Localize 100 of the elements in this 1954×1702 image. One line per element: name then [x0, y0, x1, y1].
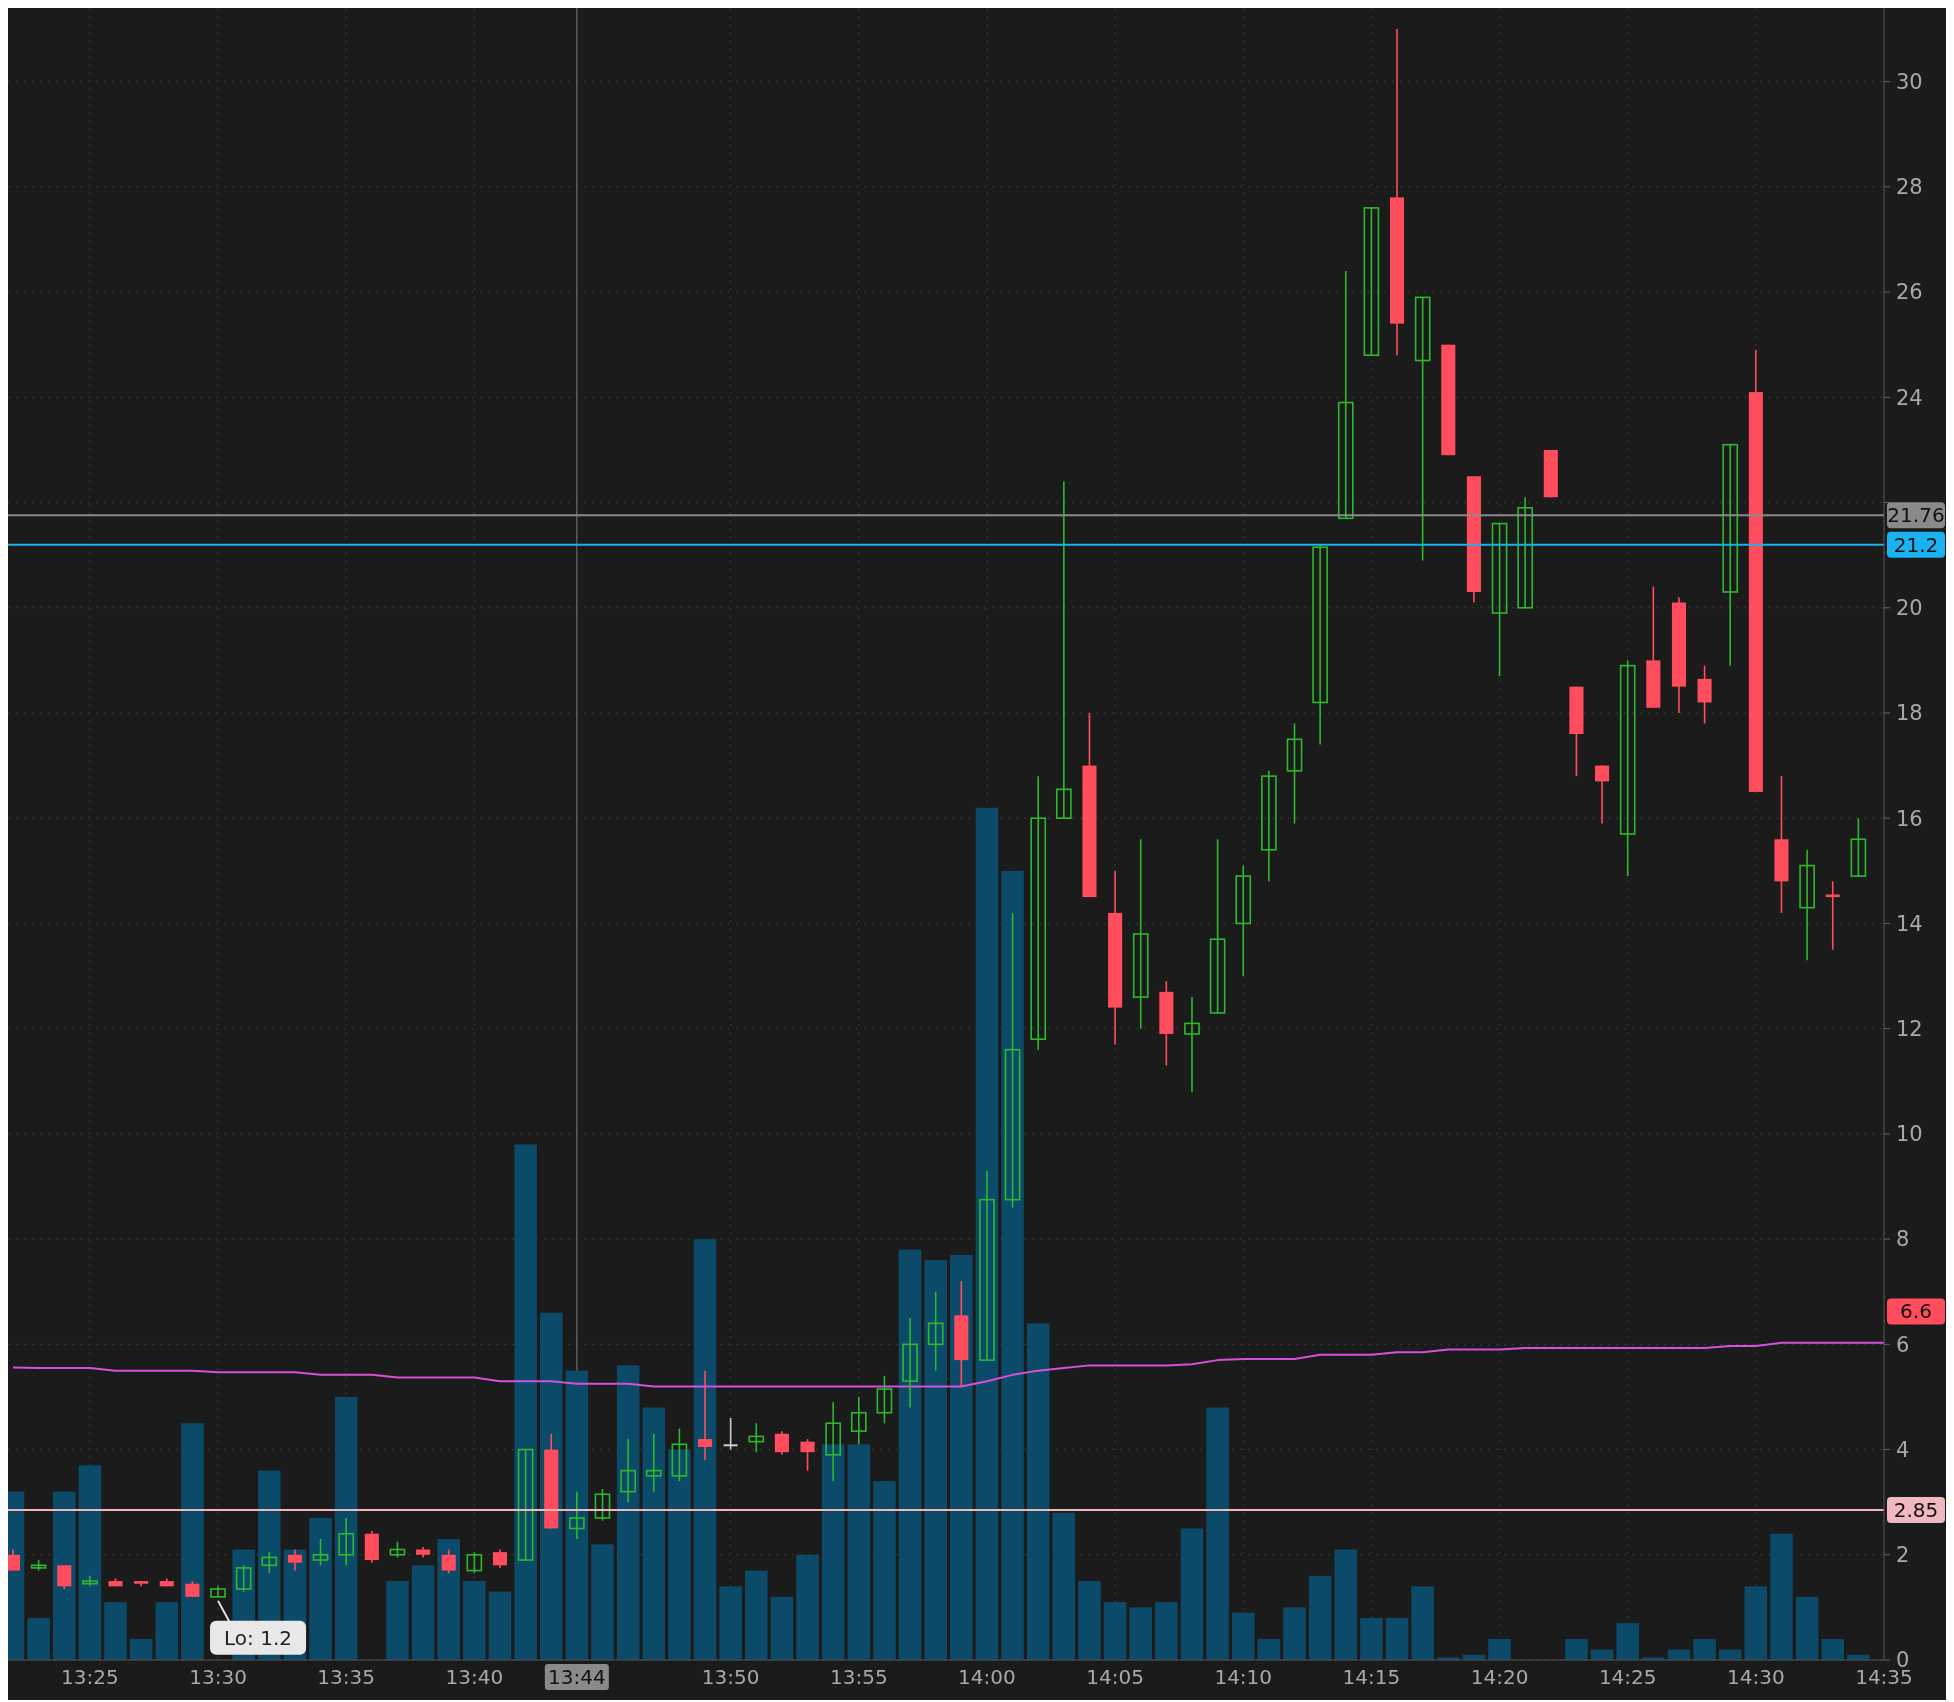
x-tick-label: 13:35	[317, 1665, 376, 1689]
bar	[1001, 870, 1024, 1660]
bar	[181, 1423, 204, 1660]
candlestick	[620, 1438, 636, 1503]
bar	[437, 1538, 460, 1660]
x-tick-label: 13:40	[445, 1665, 504, 1689]
y-tick-label: 4	[1896, 1437, 1910, 1462]
bar	[1565, 1638, 1588, 1660]
bar	[1770, 1533, 1793, 1660]
bar	[924, 1260, 947, 1660]
bar	[27, 1617, 50, 1660]
bar	[898, 1249, 922, 1660]
candlestick	[1184, 996, 1200, 1093]
candlestick	[569, 1490, 585, 1540]
y-tick-label: 12	[1896, 1017, 1923, 1042]
bar	[873, 1481, 896, 1660]
bar	[1718, 1649, 1742, 1660]
bar	[950, 1254, 973, 1660]
annotation: Lo: 1.2	[224, 1625, 293, 1650]
bar	[514, 1144, 537, 1660]
y-tick-label: 10	[1896, 1122, 1923, 1147]
x-tick-label: 13:25	[61, 1665, 119, 1689]
bar	[975, 807, 999, 1660]
y-tick-label: 2	[1896, 1543, 1910, 1568]
bar	[1385, 1617, 1409, 1660]
y-tick-label: 14	[1896, 911, 1923, 936]
bar	[155, 1602, 179, 1660]
candlestick	[1722, 443, 1739, 667]
bar	[334, 1396, 358, 1660]
bar	[1334, 1549, 1358, 1660]
candlestick	[645, 1432, 662, 1493]
bar	[129, 1638, 153, 1660]
x-tick-label: 14:05	[1086, 1665, 1144, 1689]
candlestick	[235, 1564, 252, 1593]
bar	[693, 1239, 717, 1660]
bar	[1129, 1607, 1152, 1660]
candlestick	[979, 1169, 995, 1361]
candlestick	[1312, 543, 1328, 746]
candlestick	[800, 1438, 815, 1472]
bar	[1744, 1586, 1768, 1660]
candlestick	[671, 1427, 688, 1482]
bar	[1360, 1617, 1383, 1660]
bar	[796, 1554, 819, 1660]
candlestick	[517, 1448, 534, 1561]
bar	[1411, 1586, 1434, 1660]
bar	[847, 1444, 871, 1660]
bar	[1257, 1638, 1281, 1660]
x-tick-label: 14:15	[1342, 1665, 1401, 1689]
bar	[1488, 1638, 1511, 1660]
bar	[1078, 1581, 1101, 1660]
line-series	[12, 1341, 1885, 1388]
candlestick	[1619, 659, 1636, 877]
bar	[1206, 1407, 1229, 1660]
y-tick-label: 8	[1896, 1227, 1910, 1252]
candlestick	[594, 1488, 611, 1522]
bar	[1616, 1623, 1639, 1660]
bar	[591, 1544, 614, 1660]
candlestick	[902, 1317, 918, 1409]
candlestick	[261, 1551, 278, 1574]
bar	[1052, 1512, 1076, 1660]
candlestick	[723, 1417, 738, 1451]
bar	[1795, 1596, 1819, 1660]
bar	[78, 1465, 102, 1660]
candlestick	[927, 1290, 944, 1372]
bar	[411, 1565, 435, 1660]
y-tick-label: 30	[1896, 70, 1923, 95]
candlestick	[1517, 496, 1534, 609]
candlestick	[492, 1548, 508, 1569]
bar	[668, 1449, 691, 1660]
bar	[1590, 1649, 1614, 1660]
candlestick	[1261, 770, 1277, 883]
candlestick	[466, 1551, 483, 1574]
bar	[1821, 1638, 1845, 1660]
bar	[1155, 1602, 1178, 1660]
candlestick	[748, 1422, 765, 1453]
y-tick-label: 16	[1896, 806, 1923, 831]
x-tick-label: 13:55	[829, 1665, 888, 1689]
ref-line-label: 21.2	[1893, 532, 1939, 557]
candlestick	[1595, 764, 1610, 825]
candlestick	[1337, 270, 1354, 520]
x-tick-label: 14:00	[958, 1665, 1016, 1689]
candlestick	[697, 1369, 713, 1461]
x-tick-label: 13:50	[701, 1665, 760, 1689]
y-tick-label: 24	[1896, 385, 1923, 410]
x-tick-label: 14:20	[1470, 1665, 1529, 1689]
x-tick-label: 13:44	[548, 1665, 606, 1689]
bar	[565, 1370, 589, 1660]
candlestick	[441, 1548, 456, 1574]
candlestick	[1209, 838, 1226, 1014]
bar	[770, 1596, 794, 1660]
bar	[1180, 1528, 1204, 1660]
y-tick-label: 28	[1896, 175, 1923, 200]
candlestick	[825, 1401, 842, 1482]
bar	[616, 1365, 640, 1660]
candlestick	[1697, 664, 1712, 725]
bar	[386, 1581, 409, 1660]
ref-line-label: 21.76	[1887, 503, 1945, 528]
candlestick	[210, 1585, 226, 1598]
candlestick	[1491, 522, 1508, 677]
candlestick	[338, 1517, 355, 1567]
